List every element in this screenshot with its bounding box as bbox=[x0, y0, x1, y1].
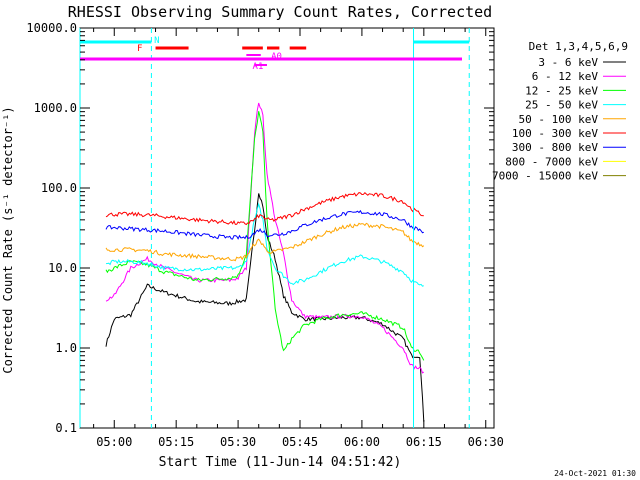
legend-label-7: 800 - 7000 keV bbox=[505, 155, 598, 168]
series-line-3 bbox=[105, 202, 424, 287]
x-tick-label: 06:30 bbox=[468, 435, 504, 449]
annotation-layer: N F A0 A1 bbox=[79, 28, 470, 428]
legend-label-1: 6 - 12 keV bbox=[532, 70, 599, 83]
legend-label-6: 300 - 800 keV bbox=[512, 141, 598, 154]
x-tick-label: 05:15 bbox=[158, 435, 194, 449]
y-tick-label: 100.0 bbox=[41, 181, 77, 195]
series-line-6 bbox=[105, 209, 425, 240]
footer-date: 24-Oct-2021 01:30 bbox=[554, 469, 636, 478]
x-tick-label: 05:00 bbox=[96, 435, 132, 449]
y-axis-label: Corrected Count Rate (s⁻¹ detector⁻¹) bbox=[1, 106, 15, 373]
series-line-5 bbox=[105, 191, 424, 226]
y-tick-label: 10000.0 bbox=[26, 21, 77, 35]
x-axis: 05:00 05:15 05:30 05:45 06:00 06:15 06:30 bbox=[93, 28, 504, 449]
y-tick-label: 0.1 bbox=[55, 421, 77, 435]
x-axis-label: Start Time (11-Jun-14 04:51:42) bbox=[159, 455, 402, 470]
legend-label-0: 3 - 6 keV bbox=[538, 56, 598, 69]
series-line-4 bbox=[105, 222, 425, 262]
y-tick-label: 1.0 bbox=[55, 341, 77, 355]
legend-label-2: 12 - 25 keV bbox=[525, 84, 598, 97]
x-tick-label: 06:15 bbox=[406, 435, 442, 449]
y-tick-label: 1000.0 bbox=[34, 101, 77, 115]
series-line-1 bbox=[105, 102, 425, 374]
legend-label-4: 50 - 100 keV bbox=[519, 113, 599, 126]
series-line-0 bbox=[105, 193, 425, 422]
legend-label-3: 25 - 50 keV bbox=[525, 99, 598, 112]
plot-area: N F A0 A1 bbox=[79, 27, 495, 429]
legend-label-8: 7000 - 15000 keV bbox=[492, 170, 598, 183]
chart-title: RHESSI Observing Summary Count Rates, Co… bbox=[68, 3, 492, 21]
marker-label-a1: A1 bbox=[253, 62, 264, 72]
marker-label-n: N bbox=[154, 36, 159, 46]
y-axis: 0.1 1.0 10.0 100.0 1000.0 10000.0 bbox=[26, 21, 494, 435]
marker-label-a0: A0 bbox=[271, 52, 282, 62]
x-tick-label: 05:30 bbox=[220, 435, 256, 449]
marker-label-f: F bbox=[137, 44, 142, 54]
series-line-2 bbox=[105, 111, 425, 361]
plot-frame bbox=[79, 27, 495, 429]
x-tick-label: 06:00 bbox=[344, 435, 380, 449]
x-tick-label: 05:45 bbox=[282, 435, 318, 449]
legend-label-5: 100 - 300 keV bbox=[512, 127, 598, 140]
legend-title: Det 1,3,4,5,6,9 bbox=[529, 40, 628, 53]
y-tick-label: 10.0 bbox=[48, 261, 77, 275]
series-layer bbox=[105, 102, 425, 422]
